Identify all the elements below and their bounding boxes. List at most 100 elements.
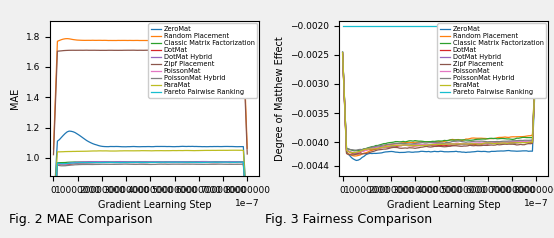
PoissonMat [519,140,526,143]
Random Placement [168,39,175,42]
PoissonMat [244,220,250,223]
ParaMat [50,213,57,216]
DotMat [441,144,448,147]
Text: Fig. 3 Fairness Comparison: Fig. 3 Fairness Comparison [265,213,433,226]
DotMat Hybrid [244,219,250,222]
PoissonMat [236,161,243,164]
PoissonMat Hybrid [441,142,448,145]
ParaMat [533,47,540,50]
DotMat [456,143,463,146]
Random Placement [378,145,385,148]
Classic Matrix Factorization [95,161,102,164]
DotMat Hybrid [339,51,346,54]
Line: Zipf Placement: Zipf Placement [342,49,536,155]
ZeroMat [386,150,393,153]
Pareto Pairwise Ranking [455,24,461,27]
Classic Matrix Factorization [525,136,532,139]
Random Placement [339,53,346,56]
Pareto Pairwise Ranking [240,161,247,164]
DotMat Hybrid [95,160,102,163]
PoissonMat [168,161,175,164]
Pareto Pairwise Ranking [244,220,250,223]
ZeroMat [533,53,540,56]
Random Placement [64,37,70,40]
DotMat [95,161,102,164]
ParaMat [378,146,385,149]
ZeroMat [152,145,158,148]
Random Placement [230,39,237,42]
ParaMat [386,145,393,148]
Line: PoissonMat Hybrid: PoissonMat Hybrid [54,164,247,223]
Zipf Placement [150,49,157,52]
Line: Random Placement: Random Placement [54,39,247,149]
Pareto Pairwise Ranking [339,24,346,27]
Line: DotMat: DotMat [54,162,247,222]
ParaMat [95,149,102,152]
DotMat [244,220,250,223]
Classic Matrix Factorization [533,45,540,47]
Random Placement [152,39,158,42]
ParaMat [166,149,172,152]
Zipf Placement [50,153,57,156]
Zipf Placement [230,49,237,52]
ParaMat [351,151,358,154]
DotMat Hybrid [525,140,532,143]
Zipf Placement [386,147,393,150]
PoissonMat Hybrid [121,163,127,166]
ZeroMat [244,210,250,213]
Classic Matrix Factorization [351,149,358,152]
PoissonMat [152,161,158,164]
ZeroMat [230,145,237,148]
DotMat Hybrid [199,160,206,163]
DotMat Hybrid [166,160,172,163]
ZeroMat [353,159,360,162]
Classic Matrix Factorization [240,160,247,163]
Classic Matrix Factorization [244,219,250,222]
DotMat Hybrid [533,47,540,50]
Pareto Pairwise Ranking [523,24,530,27]
PoissonMat Hybrid [230,163,237,166]
ParaMat [525,141,532,144]
Pareto Pairwise Ranking [228,161,235,164]
Zipf Placement [347,154,354,156]
PoissonMat Hybrid [339,50,346,53]
ZeroMat [97,145,104,148]
ZeroMat [168,145,175,148]
DotMat [150,161,157,164]
Pareto Pairwise Ranking [166,161,172,164]
DotMat [88,161,94,164]
ParaMat [244,213,250,215]
Classic Matrix Factorization [339,51,346,54]
Line: ParaMat: ParaMat [54,150,247,215]
Random Placement [89,39,96,42]
ParaMat [441,143,448,146]
DotMat Hybrid [150,160,157,163]
Random Placement [50,148,57,150]
Legend: ZeroMat, Random Placement, Classic Matrix Factorization, DotMat, DotMat Hybrid, : ZeroMat, Random Placement, Classic Matri… [148,23,258,98]
DotMat Hybrid [353,152,360,154]
Zipf Placement [244,153,250,155]
Zipf Placement [236,49,243,52]
Classic Matrix Factorization [378,143,385,146]
DotMat Hybrid [441,142,448,145]
Zipf Placement [533,48,540,51]
Legend: ZeroMat, Random Placement, Classic Matrix Factorization, DotMat, DotMat Hybrid, : ZeroMat, Random Placement, Classic Matri… [438,23,546,98]
PoissonMat [525,140,532,143]
Random Placement [351,155,358,158]
ParaMat [519,141,526,144]
PoissonMat Hybrid [386,143,393,146]
Random Placement [236,39,243,42]
Line: DotMat Hybrid: DotMat Hybrid [342,48,536,153]
PoissonMat [339,51,346,54]
PoissonMat [456,142,463,145]
Y-axis label: Degree of Matthew Effect: Degree of Matthew Effect [275,36,285,161]
ParaMat [232,149,239,152]
PoissonMat Hybrid [456,140,463,143]
PoissonMat [441,142,448,145]
PoissonMat [378,146,385,149]
ZeroMat [456,150,463,153]
ZeroMat [378,151,385,154]
ZeroMat [525,150,532,153]
DotMat [525,141,532,144]
ZeroMat [519,149,526,152]
